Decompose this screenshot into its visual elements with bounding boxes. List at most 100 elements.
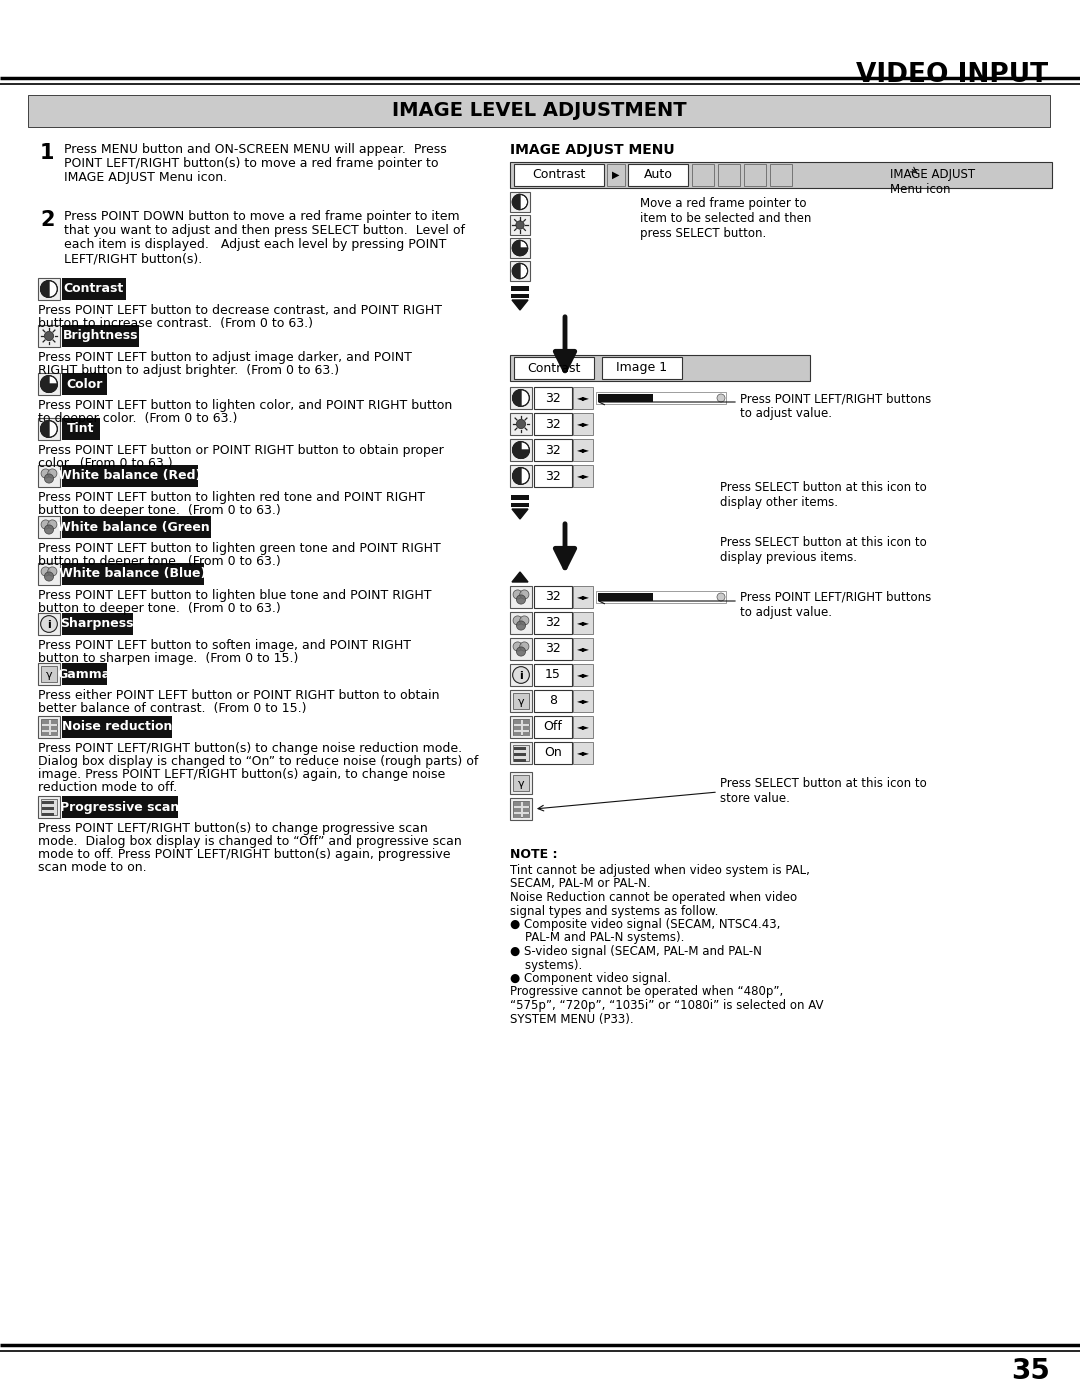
Bar: [514, 732, 521, 736]
Text: 32: 32: [545, 591, 561, 604]
Text: 32: 32: [545, 643, 561, 655]
Wedge shape: [41, 420, 49, 437]
Circle shape: [41, 567, 51, 576]
Text: Noise reduction: Noise reduction: [62, 721, 172, 733]
Text: Brightness: Brightness: [63, 330, 138, 342]
Bar: [514, 759, 526, 761]
Bar: [510, 261, 530, 281]
Text: VIDEO INPUT: VIDEO INPUT: [855, 61, 1048, 88]
Text: ▶: ▶: [612, 170, 620, 180]
Text: IMAGE LEVEL ADJUSTMENT: IMAGE LEVEL ADJUSTMENT: [392, 102, 686, 120]
Bar: [38, 717, 60, 738]
Bar: [534, 414, 572, 434]
Bar: [514, 719, 521, 724]
Wedge shape: [513, 390, 521, 407]
Bar: [510, 638, 532, 659]
Bar: [598, 394, 653, 402]
Text: RIGHT button to adjust brighter.  (From 0 to 63.): RIGHT button to adjust brighter. (From 0…: [38, 365, 339, 377]
Text: White balance (Blue): White balance (Blue): [59, 567, 206, 581]
Bar: [513, 800, 529, 817]
Wedge shape: [41, 281, 49, 298]
Circle shape: [41, 420, 57, 437]
Wedge shape: [41, 376, 57, 393]
Circle shape: [512, 264, 528, 278]
Text: ◄►: ◄►: [577, 722, 590, 732]
Text: Contrast: Contrast: [64, 282, 124, 296]
Text: Press POINT LEFT button to decrease contrast, and POINT RIGHT: Press POINT LEFT button to decrease cont…: [38, 305, 442, 317]
Text: Move a red frame pointer to
item to be selected and then
press SELECT button.: Move a red frame pointer to item to be s…: [640, 197, 811, 240]
Text: IMAGE ADJUST MENU: IMAGE ADJUST MENU: [510, 142, 675, 156]
Text: color.  (From 0 to 63.): color. (From 0 to 63.): [38, 457, 173, 469]
Text: mode.  Dialog box display is changed to “Off” and progressive scan: mode. Dialog box display is changed to “…: [38, 835, 462, 848]
Bar: [573, 717, 593, 738]
Bar: [511, 286, 529, 291]
Bar: [573, 664, 593, 686]
Circle shape: [516, 221, 524, 229]
Text: Press POINT LEFT/RIGHT button(s) to change noise reduction mode.: Press POINT LEFT/RIGHT button(s) to chan…: [38, 742, 462, 754]
Circle shape: [44, 474, 54, 483]
Circle shape: [516, 419, 526, 429]
Bar: [534, 465, 572, 488]
Text: SYSTEM MENU (P33).: SYSTEM MENU (P33).: [510, 1013, 634, 1025]
Bar: [38, 515, 60, 538]
Bar: [627, 163, 688, 186]
Bar: [513, 775, 529, 791]
Text: image. Press POINT LEFT/RIGHT button(s) again, to change noise: image. Press POINT LEFT/RIGHT button(s) …: [38, 768, 445, 781]
Bar: [514, 726, 521, 731]
Text: Contrast: Contrast: [527, 362, 581, 374]
Bar: [42, 807, 54, 810]
Text: systems).: systems).: [510, 958, 582, 971]
Bar: [514, 802, 521, 806]
Bar: [511, 503, 529, 507]
Bar: [744, 163, 766, 186]
Text: Off: Off: [543, 721, 563, 733]
Text: Press POINT LEFT button to lighten color, and POINT RIGHT button: Press POINT LEFT button to lighten color…: [38, 400, 453, 412]
Bar: [534, 690, 572, 712]
Bar: [28, 95, 1050, 127]
Bar: [523, 802, 530, 806]
Text: 8: 8: [549, 694, 557, 707]
Bar: [534, 387, 572, 409]
Bar: [511, 495, 529, 500]
Circle shape: [519, 616, 529, 624]
Text: LEFT/RIGHT button(s).: LEFT/RIGHT button(s).: [64, 251, 202, 265]
Bar: [38, 664, 60, 685]
Wedge shape: [513, 441, 529, 458]
Bar: [513, 745, 529, 761]
Text: Noise Reduction cannot be operated when video: Noise Reduction cannot be operated when …: [510, 891, 797, 904]
Circle shape: [717, 394, 725, 402]
Circle shape: [513, 641, 523, 651]
Bar: [596, 591, 726, 604]
Bar: [534, 664, 572, 686]
Text: ● S-video signal (SECAM, PAL-M and PAL-N: ● S-video signal (SECAM, PAL-M and PAL-N: [510, 944, 761, 958]
Bar: [38, 418, 60, 440]
Bar: [534, 638, 572, 659]
Circle shape: [516, 647, 526, 657]
Bar: [510, 773, 532, 793]
Bar: [42, 800, 54, 805]
Bar: [602, 358, 681, 379]
Bar: [62, 465, 198, 488]
Text: reduction mode to off.: reduction mode to off.: [38, 781, 177, 793]
Bar: [523, 732, 530, 736]
Wedge shape: [512, 240, 528, 256]
Text: i: i: [519, 671, 523, 680]
Text: Contrast: Contrast: [532, 169, 585, 182]
Text: ◄►: ◄►: [577, 472, 590, 481]
Bar: [510, 465, 532, 488]
Text: Press SELECT button at this icon to
display previous items.: Press SELECT button at this icon to disp…: [720, 536, 927, 564]
Text: button to deeper tone.  (From 0 to 63.): button to deeper tone. (From 0 to 63.): [38, 555, 281, 569]
Bar: [573, 742, 593, 764]
Wedge shape: [512, 264, 519, 278]
Bar: [692, 163, 714, 186]
Bar: [510, 191, 530, 212]
Text: 35: 35: [1011, 1356, 1050, 1384]
Text: each item is displayed.   Adjust each level by pressing POINT: each item is displayed. Adjust each leve…: [64, 237, 446, 251]
Text: to deeper color.  (From 0 to 63.): to deeper color. (From 0 to 63.): [38, 412, 238, 425]
Bar: [510, 690, 532, 712]
Circle shape: [512, 240, 528, 256]
Bar: [510, 439, 532, 461]
Bar: [534, 439, 572, 461]
Bar: [770, 163, 792, 186]
Text: 32: 32: [545, 418, 561, 430]
